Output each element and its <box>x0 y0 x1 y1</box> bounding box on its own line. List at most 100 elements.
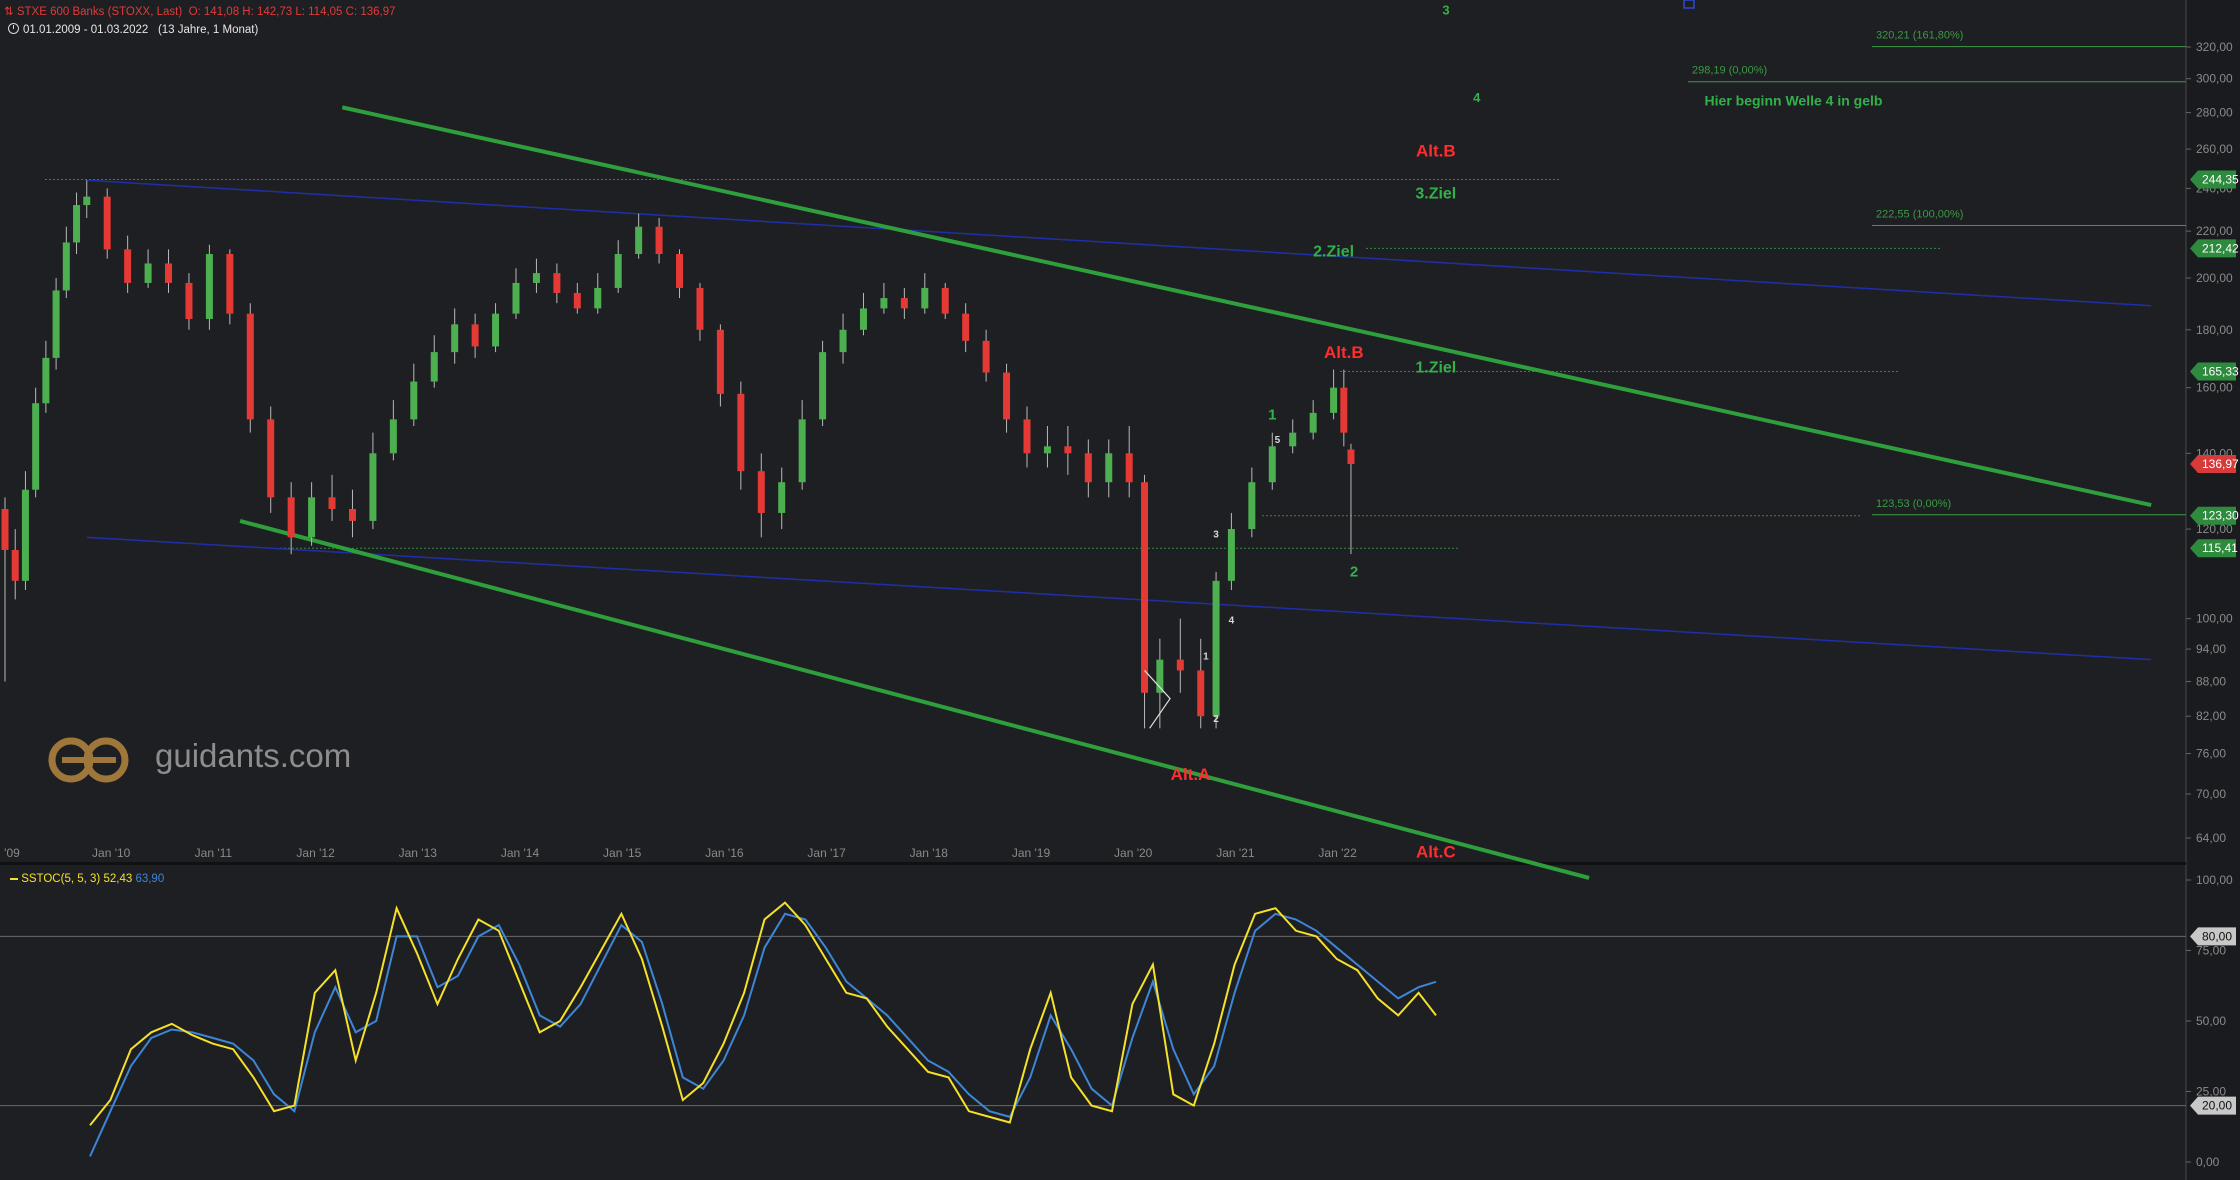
candle-body <box>1064 446 1072 454</box>
candle-body <box>982 340 990 373</box>
candle-body <box>1227 529 1235 581</box>
candle-body <box>859 308 867 330</box>
stoch-badge-label: 20,00 <box>2202 1099 2232 1113</box>
indicator-legend[interactable]: SSTOC(5, 5, 3) 52,43 63,90 <box>10 873 164 885</box>
x-tick-label: Jan '21 <box>1216 846 1255 860</box>
candle-body <box>267 419 275 498</box>
price-tick-label: 88,00 <box>2196 674 2226 688</box>
stoch-tick-label: 75,00 <box>2196 944 2226 958</box>
channel-lower <box>239 518 1590 880</box>
stoch-tick-label: 100,00 <box>2196 873 2233 887</box>
candle-body <box>32 403 40 490</box>
candle-body <box>430 352 438 382</box>
price-axis-panel <box>2186 0 2240 1180</box>
price-tick-label: 280,00 <box>2196 106 2233 120</box>
price-badge-shape <box>2190 170 2236 189</box>
candle-body <box>962 313 970 341</box>
date-range: 01.01.2009 - 01.03.2022 (13 Jahre, 1 Mon… <box>8 22 258 36</box>
chart-annotation: 4 <box>1473 90 1481 105</box>
indicator-d-value: 63,90 <box>135 873 165 885</box>
candle-body <box>737 393 745 472</box>
chart-annotation: 2.Ziel <box>1313 243 1354 260</box>
candle-body <box>83 196 91 206</box>
channel-upper <box>341 105 2152 508</box>
guidants-logo-icon <box>46 735 136 790</box>
candle-body <box>655 226 663 255</box>
fib-level-label: 298,19 (0,00%) <box>1692 65 1767 77</box>
stoch-tick-label: 25,00 <box>2196 1085 2226 1099</box>
candle-body <box>1003 372 1011 420</box>
price-tick-label: 260,00 <box>2196 142 2233 156</box>
candle-body <box>1309 412 1317 433</box>
price-badge: 115,41 <box>2190 539 2238 558</box>
date-range-text: 01.01.2009 - 01.03.2022 <box>23 24 149 36</box>
candle-body <box>471 324 479 347</box>
indicator-k-value: 52,43 <box>103 873 133 885</box>
candle-body <box>1268 446 1276 483</box>
candle-body <box>205 254 213 319</box>
indicator-label: SSTOC(5, 5, 3) <box>21 873 101 885</box>
x-tick-label: Jan '16 <box>705 846 744 860</box>
stoch-badge-shape <box>2190 1096 2236 1115</box>
price-tick-label: 220,00 <box>2196 224 2233 238</box>
candle-body <box>1125 453 1133 483</box>
x-tick-label: Jan '18 <box>910 846 949 860</box>
candle-body <box>73 205 81 243</box>
price-tick-label: 300,00 <box>2196 72 2233 86</box>
date-span-text: (13 Jahre, 1 Monat) <box>157 24 259 36</box>
price-badge-shape <box>2190 506 2236 525</box>
candle-body <box>757 471 765 513</box>
candle-body <box>880 298 888 309</box>
price-badge-label: 244,35 <box>2202 173 2239 187</box>
price-badge: 212,42 <box>2190 239 2239 258</box>
chart-annotation: 1 <box>1268 406 1276 423</box>
candle-body <box>676 254 684 288</box>
price-badge-label: 115,41 <box>2202 541 2238 555</box>
price-badge: 165,33 <box>2190 362 2239 381</box>
candle-body <box>165 263 173 283</box>
candle-body <box>1248 482 1256 530</box>
stoch-k-line <box>89 901 1437 1126</box>
candle-body <box>348 508 356 521</box>
candle-body <box>1141 482 1149 693</box>
candle-body <box>1176 659 1184 671</box>
candle-body <box>1330 387 1338 413</box>
candle-body <box>1340 387 1348 433</box>
x-tick-label: '09 <box>4 846 20 860</box>
price-tick-label: 76,00 <box>2196 747 2226 761</box>
chart-annotation: 5 <box>1275 435 1281 446</box>
chart-annotation: Alt.A <box>1171 765 1211 784</box>
indicator-color-swatch <box>10 877 18 880</box>
price-badge: 123,30 <box>2190 506 2239 525</box>
candle-body <box>696 287 704 330</box>
ohlc-values: O: 141,08 H: 142,73 L: 114,05 C: 136,97 <box>188 6 396 18</box>
candle-body <box>819 352 827 420</box>
candle-body <box>287 497 295 538</box>
stoch-d-line <box>89 912 1437 1157</box>
chart-annotation: 3.Ziel <box>1415 186 1456 203</box>
x-tick-label: Jan '12 <box>296 846 335 860</box>
price-tick-label: 100,00 <box>2196 612 2233 626</box>
price-badge-shape <box>2190 362 2236 381</box>
candle-body <box>1084 453 1092 483</box>
instrument-name: STXE 600 Banks (STOXX, Last) <box>16 6 183 18</box>
price-tick-label: 94,00 <box>2196 642 2226 656</box>
stoch-tick-label: 0,00 <box>2196 1155 2220 1169</box>
chart-annotation: 1.Ziel <box>1415 360 1456 377</box>
candle-body <box>226 254 234 314</box>
x-tick-label: Jan '17 <box>807 846 846 860</box>
candle-body <box>716 329 724 394</box>
candle-body <box>1197 670 1205 717</box>
candle-body <box>1 508 9 550</box>
chart-annotation: 4 <box>1229 616 1235 627</box>
price-tick-label: 64,00 <box>2196 831 2226 845</box>
chart-type-icon: ⇅ <box>4 6 14 18</box>
stoch-badge-shape <box>2190 927 2236 946</box>
candle-body <box>1023 419 1031 454</box>
x-tick-label: Jan '19 <box>1012 846 1051 860</box>
candle-body <box>103 196 111 250</box>
price-badge: 136,97 <box>2190 455 2239 474</box>
stoch-tick-label: 50,00 <box>2196 1014 2226 1028</box>
candle-body <box>532 273 540 283</box>
